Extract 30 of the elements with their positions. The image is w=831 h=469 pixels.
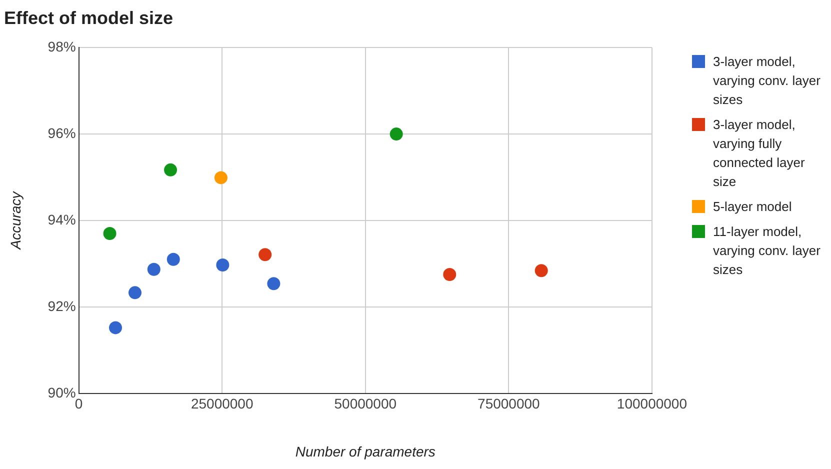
point (147, 262, 160, 276)
point (258, 248, 272, 262)
y-tick-label: 90% (48, 384, 76, 400)
point (216, 258, 230, 272)
y-tick-label: 92% (48, 298, 76, 314)
point (443, 268, 456, 282)
x-tick-label: 75000000 (478, 396, 540, 412)
x-tick-label: 100000000 (616, 396, 688, 412)
point (166, 252, 180, 266)
point (164, 163, 178, 176)
x-tick-label: 25000000 (190, 396, 254, 412)
point (128, 286, 142, 300)
chart-title: Effect of model size (4, 8, 174, 28)
x-axis-title: Number of parameters (295, 443, 436, 460)
y-tick-label: 96% (48, 124, 76, 141)
legend-label: 5-layer model (713, 198, 792, 216)
point (214, 171, 228, 184)
y-tick-label: 94% (48, 211, 76, 228)
point (103, 226, 116, 240)
point (109, 321, 122, 334)
legend-label: 3-layer model, varying fully connected layer size (713, 116, 806, 191)
y-tick-label: 98% (48, 38, 76, 54)
legend-label: 11-layer model, varying conv. layer sizes (713, 223, 822, 279)
legend-label: 3-layer model, varying conv. layer sizes (713, 53, 822, 109)
x-tick-label: 0 (74, 396, 83, 412)
y-axis-title: Accuracy (7, 190, 24, 250)
point (390, 128, 403, 141)
point (267, 277, 280, 290)
point (534, 264, 548, 278)
x-tick-label: 50000000 (334, 396, 397, 412)
